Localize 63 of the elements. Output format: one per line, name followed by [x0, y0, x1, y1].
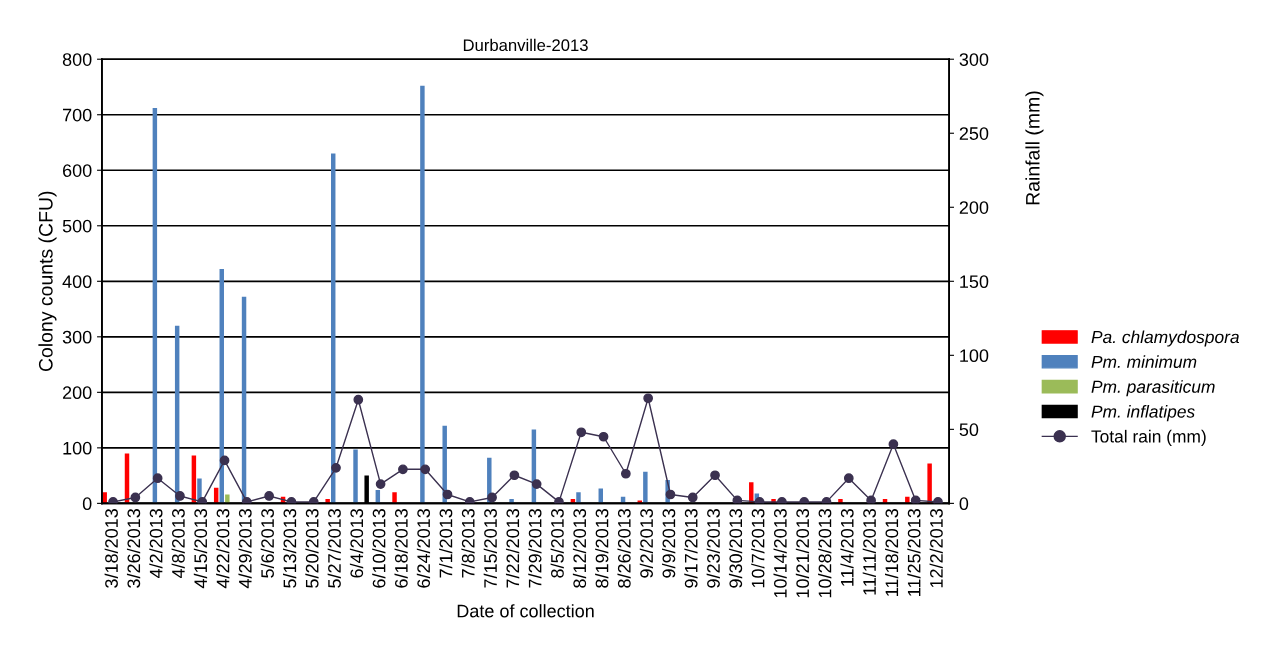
x-tick-label: 7/1/2013	[439, 509, 453, 578]
x-tick-label: 9/9/2013	[662, 509, 676, 578]
x-tick-label: 9/17/2013	[684, 509, 698, 588]
x-tick-label: 6/4/2013	[349, 509, 364, 578]
y-tick-label: 100	[63, 441, 92, 455]
y-tick-label: 400	[62, 275, 92, 289]
x-tick-label: 7/8/2013	[461, 509, 475, 578]
x-tick-label: 11/25/2013	[907, 509, 921, 596]
x-tick-label: 5/13/2013	[283, 509, 297, 588]
x-tick-label: 3/18/2013	[104, 509, 118, 588]
y-axis-title: Colony counts (CFU)	[38, 191, 57, 372]
y-tick-label: 300	[62, 330, 92, 344]
x-tick-label: 4/15/2013	[193, 509, 208, 589]
y2-tick-label: 300	[959, 53, 989, 66]
y2-tick-label: 0	[959, 497, 969, 511]
x-tick-label: 6/18/2013	[394, 509, 408, 588]
x-tick-label: 5/27/2013	[327, 509, 341, 588]
y-tick-label: 0	[82, 497, 92, 511]
x-tick-label: 9/23/2013	[706, 509, 720, 588]
x-tick-label: 7/22/2013	[505, 509, 520, 588]
x-tick-label: 10/28/2013	[818, 509, 832, 598]
x-tick-label: 6/10/2013	[372, 509, 386, 588]
y-tick-label: 200	[62, 386, 92, 400]
x-tick-label: 5/6/2013	[260, 509, 274, 578]
x-tick-label: 8/5/2013	[550, 509, 564, 578]
x-tick-label: 8/12/2013	[572, 509, 587, 588]
x-tick-label: 10/21/2013	[795, 509, 810, 598]
y2-tick-label: 150	[960, 275, 989, 289]
x-tick-label: 8/19/2013	[595, 509, 609, 588]
y2-tick-label: 100	[960, 349, 989, 363]
y2-tick-label: 200	[959, 201, 989, 214]
x-tick-label: 9/2/2013	[639, 509, 653, 578]
y-tick-label: 600	[62, 164, 92, 177]
x-tick-label: 11/18/2013	[884, 509, 899, 596]
x-tick-label: 9/30/2013	[728, 509, 743, 588]
x-tick-label: 8/26/2013	[617, 509, 631, 588]
x-tick-label: 10/7/2013	[751, 509, 765, 588]
x-tick-label: 5/20/2013	[305, 509, 319, 588]
y-tick-label: 500	[62, 219, 92, 233]
legend-label: Pa. chlamydospora	[1091, 330, 1239, 347]
legend-label: Pm. inflatipes	[1091, 404, 1195, 422]
x-tick-label: 11/4/2013	[840, 509, 854, 586]
x-tick-label: 4/22/2013	[216, 509, 230, 589]
x-tick-label: 10/14/2013	[773, 509, 787, 598]
chart-title: Durbanville-2013	[463, 38, 588, 52]
x-tick-label: 3/26/2013	[126, 509, 141, 588]
legend-label: Pm. minimum	[1091, 355, 1197, 369]
x-tick-label: 7/15/2013	[483, 509, 497, 588]
x-tick-label: 11/11/2013	[862, 509, 876, 595]
x-tick-label: 6/24/2013	[416, 509, 431, 588]
y-tick-label: 700	[63, 108, 92, 122]
x-tick-label: 7/29/2013	[528, 509, 542, 588]
x-tick-label: 4/8/2013	[171, 509, 185, 579]
x-tick-label: 4/29/2013	[238, 509, 252, 589]
x-tick-label: 12/2/2013	[929, 509, 943, 588]
legend-label: Total rain (mm)	[1091, 429, 1206, 447]
y2-tick-label: 250	[959, 127, 989, 140]
x-tick-label: 4/2/2013	[149, 509, 163, 579]
y-tick-label: 800	[62, 53, 92, 66]
y2-axis-title: Rainfall (mm)	[1025, 91, 1044, 205]
x-axis-title: Date of collection	[457, 604, 594, 618]
y2-tick-label: 50	[959, 423, 979, 437]
legend-label: Pm. parasiticum	[1091, 380, 1215, 397]
